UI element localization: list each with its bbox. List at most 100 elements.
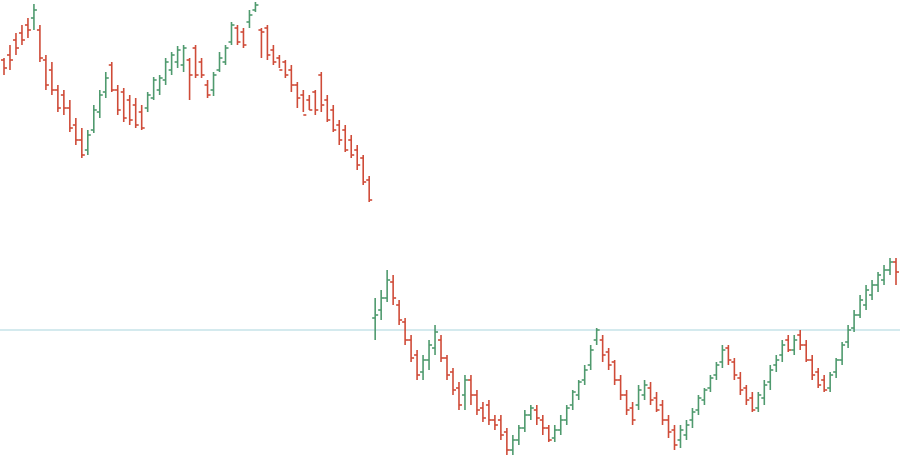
ohlc-bar <box>857 295 864 318</box>
ohlc-bar <box>575 380 582 400</box>
ohlc-bar <box>473 390 480 415</box>
ohlc-bar <box>1 58 7 75</box>
ohlc-bar <box>521 410 528 432</box>
ohlc-bar <box>569 390 576 410</box>
ohlc-bar <box>216 52 223 72</box>
ohlc-bar <box>306 95 313 111</box>
ohlc-bar <box>240 28 247 48</box>
ohlc-bar <box>198 58 205 78</box>
ohlc-bar <box>78 128 85 158</box>
ohlc-bar <box>833 358 840 378</box>
ohlc-bar <box>647 382 654 405</box>
ohlc-bar <box>66 100 73 132</box>
ohlc-bar <box>432 325 439 355</box>
ohlc-bar <box>485 400 492 425</box>
ohlc-bar <box>821 375 828 392</box>
ohlc-bar <box>509 435 516 455</box>
ohlc-bar <box>186 58 193 100</box>
ohlc-bar <box>677 425 684 448</box>
ohlc-bar <box>414 350 421 380</box>
ohlc-bar <box>635 385 642 410</box>
ohlc-bar <box>384 270 391 302</box>
ohlc-bar <box>497 415 504 440</box>
ohlc-bar <box>180 45 187 72</box>
ohlc-bar <box>617 375 624 400</box>
ohlc-bar <box>6 45 13 70</box>
ohlc-bar <box>12 33 19 55</box>
ohlc-bar <box>791 335 798 355</box>
ohlc-bar <box>120 88 127 122</box>
ohlc-bar <box>426 340 433 370</box>
ohlc-bar <box>258 28 265 58</box>
ohlc-bar <box>605 348 612 370</box>
ohlc-bar <box>545 425 552 442</box>
ohlc-bar <box>288 65 295 92</box>
ohlc-bar <box>893 258 899 285</box>
ohlc-bar <box>162 58 169 85</box>
ohlc-bar <box>887 258 894 275</box>
ohlc-bar <box>90 105 97 133</box>
ohlc-bar <box>390 275 397 305</box>
ohlc-bar <box>863 285 870 310</box>
ohlc-bar <box>84 130 91 155</box>
ohlc-bar <box>551 425 558 442</box>
ohlc-bar <box>54 85 61 112</box>
ohlc-bar <box>294 82 301 108</box>
ohlc-bar <box>204 80 211 98</box>
ohlc-bar <box>132 98 139 128</box>
ohlc-bar <box>773 355 780 372</box>
ohlc-bar <box>839 342 846 365</box>
ohlc-bar <box>420 355 427 380</box>
ohlc-bar <box>222 45 229 65</box>
ohlc-bar <box>479 402 486 422</box>
ohlc-bar <box>827 372 834 392</box>
ohlc-bar <box>737 372 744 395</box>
ohlc-bar <box>330 105 337 132</box>
ohlc-bar <box>539 415 546 435</box>
ohlc-bar <box>743 385 750 405</box>
ohlc-bar <box>210 72 217 96</box>
ohlc-bar <box>563 405 570 425</box>
ohlc-bar <box>629 402 636 425</box>
ohlc-bar <box>60 90 67 115</box>
ohlc-bar <box>192 45 199 78</box>
ohlc-bar <box>815 368 822 388</box>
ohlc-bar <box>96 90 103 118</box>
ohlc-bar <box>72 118 79 145</box>
price-bars <box>1 2 899 455</box>
ohlc-bar <box>875 272 882 292</box>
ohlc-bar <box>599 335 606 362</box>
ohlc-bar <box>797 330 804 350</box>
ohlc-bar <box>174 46 181 68</box>
ohlc-bar <box>318 72 325 112</box>
ohlc-bar <box>581 365 588 385</box>
ohlc-bar <box>444 355 450 380</box>
ohlc-bar <box>300 90 307 116</box>
ohlc-bar <box>42 55 49 90</box>
ohlc-bar <box>731 358 738 380</box>
ohlc-bar <box>36 25 43 62</box>
ohlc-bar <box>881 265 888 285</box>
ohlc-bar <box>803 340 810 362</box>
ohlc-bar <box>234 25 241 45</box>
ohlc-bar <box>282 60 289 78</box>
ohlc-bar <box>348 135 355 158</box>
ohlc-bar <box>707 375 714 392</box>
ohlc-bar <box>665 415 672 438</box>
ohlc-bar <box>378 290 385 320</box>
ohlc-bar <box>683 420 690 440</box>
ohlc-bar <box>869 280 876 300</box>
ohlc-bar <box>138 105 145 130</box>
ohlc-bar <box>408 335 415 362</box>
ohlc-bar <box>689 408 696 428</box>
ohlc-bar <box>557 415 564 435</box>
ohlc-bar <box>779 340 786 362</box>
ohlc-bar <box>342 125 349 152</box>
ohlc-bar <box>126 95 133 125</box>
ohlc-bar <box>515 425 522 445</box>
ohlc-bar <box>450 368 456 395</box>
ohlc-bar <box>623 390 630 415</box>
ohlc-bar <box>533 405 540 425</box>
ohlc-bar <box>641 380 648 400</box>
